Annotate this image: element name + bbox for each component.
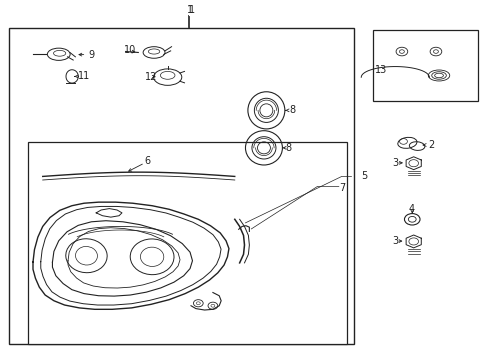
Bar [372,30,477,102]
Text: 10: 10 [123,45,136,55]
Text: 4: 4 [408,204,414,214]
Text: 9: 9 [88,50,94,60]
Text: 1: 1 [187,5,193,15]
Text: 12: 12 [144,72,157,82]
Text: 7: 7 [339,183,345,193]
Text: 8: 8 [288,105,295,115]
Bar [28,143,346,344]
Text: 2: 2 [427,140,433,150]
Text: 11: 11 [78,71,90,81]
Text: 3: 3 [392,158,398,168]
Text: 8: 8 [285,143,291,153]
Text: 6: 6 [144,156,151,166]
Text: 13: 13 [374,65,386,75]
Bar [9,28,353,344]
Text: 3: 3 [392,236,398,246]
Text: 5: 5 [361,171,366,181]
Text: 1: 1 [188,5,194,15]
